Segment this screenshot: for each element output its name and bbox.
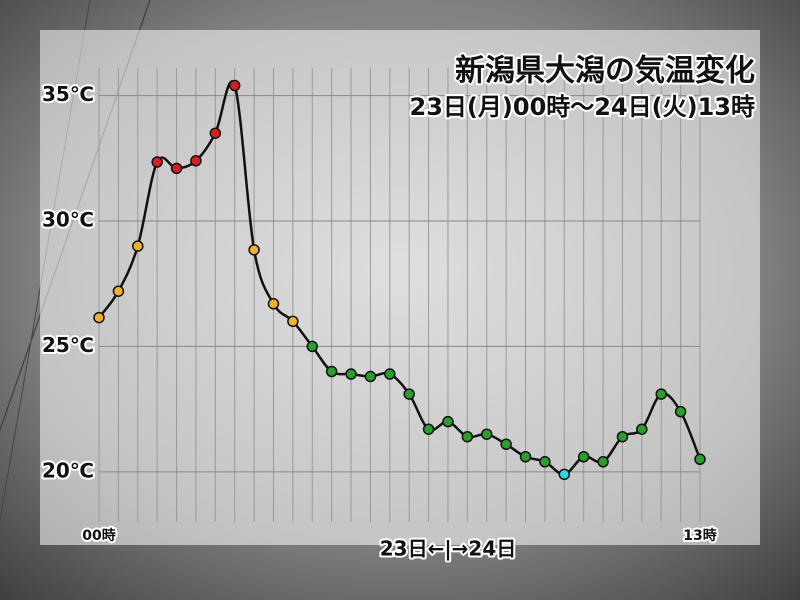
point — [209, 127, 222, 139]
point — [442, 415, 454, 428]
point — [500, 438, 512, 450]
point — [112, 285, 125, 297]
point — [577, 451, 590, 463]
point — [93, 311, 105, 324]
point — [384, 368, 396, 380]
point — [519, 451, 532, 463]
plot-panel — [40, 30, 760, 545]
y-tick-label: 35℃ — [42, 82, 94, 106]
point — [403, 388, 415, 400]
point — [287, 315, 299, 328]
point — [228, 79, 241, 92]
point — [190, 155, 202, 167]
chart-subtitle: 23日(月)00時～24日(火)13時 — [410, 93, 755, 121]
x-tick-label: 00時 — [82, 527, 115, 544]
point — [364, 370, 377, 383]
y-tick-label: 25℃ — [42, 333, 94, 357]
point — [461, 430, 474, 443]
point — [422, 423, 435, 435]
point — [345, 368, 357, 380]
point — [636, 423, 648, 435]
day-annotation: 23日←|→24日 — [380, 537, 516, 561]
x-tick-label: 13時 — [683, 527, 716, 544]
point — [248, 244, 260, 256]
y-tick-label: 30℃ — [42, 208, 94, 232]
point — [674, 405, 687, 418]
point — [306, 340, 319, 353]
point — [151, 156, 163, 168]
chart-title: 新潟県大潟の気温変化 — [455, 54, 755, 89]
point — [655, 388, 667, 400]
point — [694, 453, 706, 466]
point — [170, 162, 183, 175]
y-tick-label: 20℃ — [42, 458, 94, 482]
point — [480, 428, 493, 440]
point — [539, 456, 551, 468]
point — [616, 430, 629, 443]
point — [325, 365, 338, 378]
point — [132, 240, 144, 252]
point — [558, 468, 571, 481]
point — [267, 298, 280, 310]
point — [597, 456, 609, 468]
